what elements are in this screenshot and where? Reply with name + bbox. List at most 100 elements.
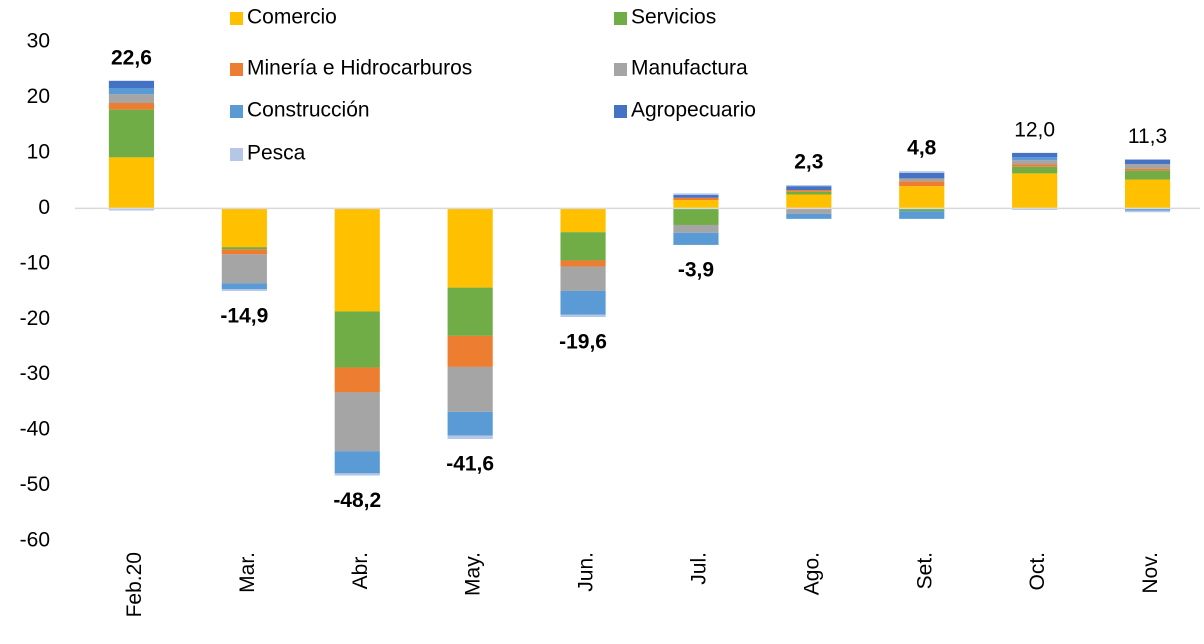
bar-segment	[334, 311, 380, 368]
legend-label: Servicios	[631, 6, 716, 29]
bar-segment	[560, 260, 606, 267]
legend-label: Agropecuario	[631, 99, 756, 122]
bar-segment	[786, 186, 832, 191]
bar-segment	[560, 266, 606, 291]
bar-segment	[108, 102, 155, 110]
bar-segment	[899, 181, 945, 187]
bar-segment	[1012, 164, 1058, 167]
bar-segment	[334, 451, 380, 474]
bar-segment	[447, 287, 493, 336]
legend-label: Construcción	[247, 99, 370, 122]
bar-segment	[1012, 208, 1058, 210]
x-tick-label: Nov.	[1139, 552, 1162, 594]
total-label: -3,9	[678, 258, 714, 281]
bar-segment	[560, 208, 606, 233]
bar-segment	[786, 191, 832, 195]
bar-segment	[221, 208, 267, 248]
legend-label: Minería e Hidrocarburos	[247, 57, 472, 80]
bar-segment	[1124, 163, 1171, 169]
bar-segment	[221, 247, 267, 250]
bar-segment	[1124, 210, 1171, 213]
total-label: 2,3	[794, 151, 823, 174]
y-tick-label: -10	[20, 251, 50, 274]
bar-segment	[560, 314, 606, 318]
y-tick-label: 30	[27, 30, 50, 53]
bar-segment	[899, 186, 945, 209]
bar-segment	[1012, 160, 1058, 165]
bar-segment	[221, 254, 267, 284]
bar-segment	[673, 200, 719, 209]
bar-segment	[447, 208, 493, 288]
total-label: 12,0	[1014, 118, 1055, 141]
bar-segment	[447, 335, 493, 367]
legend-swatch	[230, 105, 243, 118]
bar-segment	[1124, 208, 1171, 211]
bar-segment	[673, 197, 719, 201]
bar-segment	[221, 283, 267, 290]
legend-label: Manufactura	[631, 57, 748, 80]
bar-segment	[108, 94, 155, 103]
y-tick-label: -60	[20, 529, 50, 552]
bar-segment	[1012, 173, 1058, 209]
bar-segment	[108, 80, 155, 89]
bar-segment	[108, 88, 155, 95]
y-tick-label: -40	[20, 418, 50, 441]
x-tick-label: Jun.	[575, 552, 598, 592]
x-tick-label: Oct.	[1026, 552, 1049, 591]
bar-segment	[1124, 159, 1171, 164]
y-tick-label: 20	[27, 85, 50, 108]
y-tick-label: 10	[27, 140, 50, 163]
bar-segment	[673, 224, 719, 233]
x-tick-label: Jul.	[687, 552, 710, 585]
legend-swatch	[614, 105, 627, 118]
bar-segment	[334, 208, 380, 312]
x-tick-label: Set.	[913, 552, 936, 589]
y-tick-label: -50	[20, 473, 50, 496]
bar-segment	[786, 185, 832, 187]
bar-segment	[786, 208, 832, 214]
bar-segment	[1124, 170, 1171, 180]
bar-segment	[1124, 179, 1171, 209]
bar-segment	[1012, 157, 1058, 161]
bar-segment	[899, 178, 945, 182]
bar-segment	[334, 367, 380, 393]
bar-segment	[673, 208, 719, 225]
total-label: -14,9	[220, 304, 268, 327]
legend-swatch	[614, 12, 627, 25]
x-tick-label: Mar.	[236, 552, 259, 593]
bar-segment	[108, 208, 155, 211]
legend-label: Pesca	[247, 142, 306, 165]
bar-segment	[673, 195, 719, 198]
legend-swatch	[230, 63, 243, 76]
y-tick-label: -30	[20, 362, 50, 385]
bar-segment	[786, 194, 832, 209]
bar-segment	[108, 157, 155, 209]
bar-segment	[221, 289, 267, 291]
bar-segment	[899, 211, 945, 219]
bar-segment	[786, 190, 832, 192]
x-tick-label: May.	[462, 552, 485, 596]
bar-segment	[108, 109, 155, 158]
x-tick-label: Abr.	[349, 552, 372, 589]
bar-segment	[673, 193, 719, 196]
total-label: 11,3	[1128, 125, 1167, 148]
x-tick-label: Ago.	[800, 552, 823, 595]
y-tick-label: -20	[20, 307, 50, 330]
x-tick-label: Feb.20	[123, 552, 146, 617]
total-label: -19,6	[559, 331, 607, 354]
bar-segment	[1012, 152, 1058, 158]
total-label: -48,2	[333, 489, 381, 512]
bar-segment	[447, 411, 493, 436]
bar-segment	[786, 213, 832, 219]
bar-segment	[673, 232, 719, 245]
bar-segment	[899, 172, 945, 179]
legend-label: Comercio	[247, 6, 337, 29]
legend-swatch	[230, 12, 243, 25]
bar-segment	[447, 435, 493, 439]
bar-segment	[560, 290, 606, 315]
total-label: 4,8	[907, 137, 937, 160]
bar-segment	[899, 208, 945, 212]
total-label: -41,6	[446, 453, 494, 476]
legend-swatch	[614, 63, 627, 76]
